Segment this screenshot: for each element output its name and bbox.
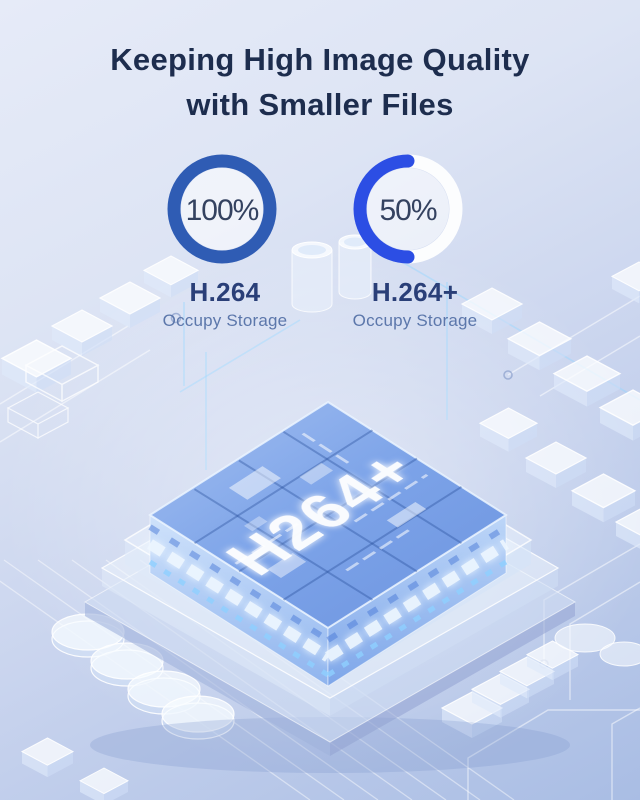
cpu-chip: H264+ bbox=[83, 400, 577, 773]
donut-chart-h264plus: 50% bbox=[350, 151, 466, 267]
donut-percent-label: 50% bbox=[379, 194, 436, 227]
chip-sides bbox=[147, 514, 509, 687]
donut-chart-h264: 100% bbox=[164, 151, 280, 267]
capacitor-ovals-bottom-left bbox=[21, 613, 235, 800]
codec-caption-h264: H.264 Occupy Storage bbox=[140, 277, 310, 331]
codec-name: H.264 bbox=[189, 277, 261, 307]
title-line-1: Keeping High Image Quality bbox=[110, 42, 530, 77]
glass-block bbox=[79, 767, 129, 800]
codec-caption-h264plus: H.264+ Occupy Storage bbox=[330, 277, 500, 331]
codec-name: H.264+ bbox=[371, 277, 459, 307]
donut-value-ring bbox=[353, 154, 463, 264]
codec-sublabel: Occupy Storage bbox=[162, 311, 288, 330]
donut-inner-disc bbox=[367, 168, 449, 250]
donut-value-ring bbox=[167, 154, 277, 264]
chip-grid bbox=[193, 429, 463, 601]
page-title: Keeping High Image Quality with Smaller … bbox=[0, 37, 640, 127]
title-line-2: with Smaller Files bbox=[186, 87, 454, 122]
glass-block bbox=[611, 261, 640, 304]
codec-sublabel: Occupy Storage bbox=[352, 311, 478, 330]
components-bottom-right bbox=[441, 623, 640, 739]
donut-percent-label: 100% bbox=[186, 194, 259, 227]
donut-inner-disc bbox=[181, 168, 263, 250]
chip-top-face: H264+ bbox=[148, 400, 508, 630]
glass-block bbox=[21, 737, 74, 778]
